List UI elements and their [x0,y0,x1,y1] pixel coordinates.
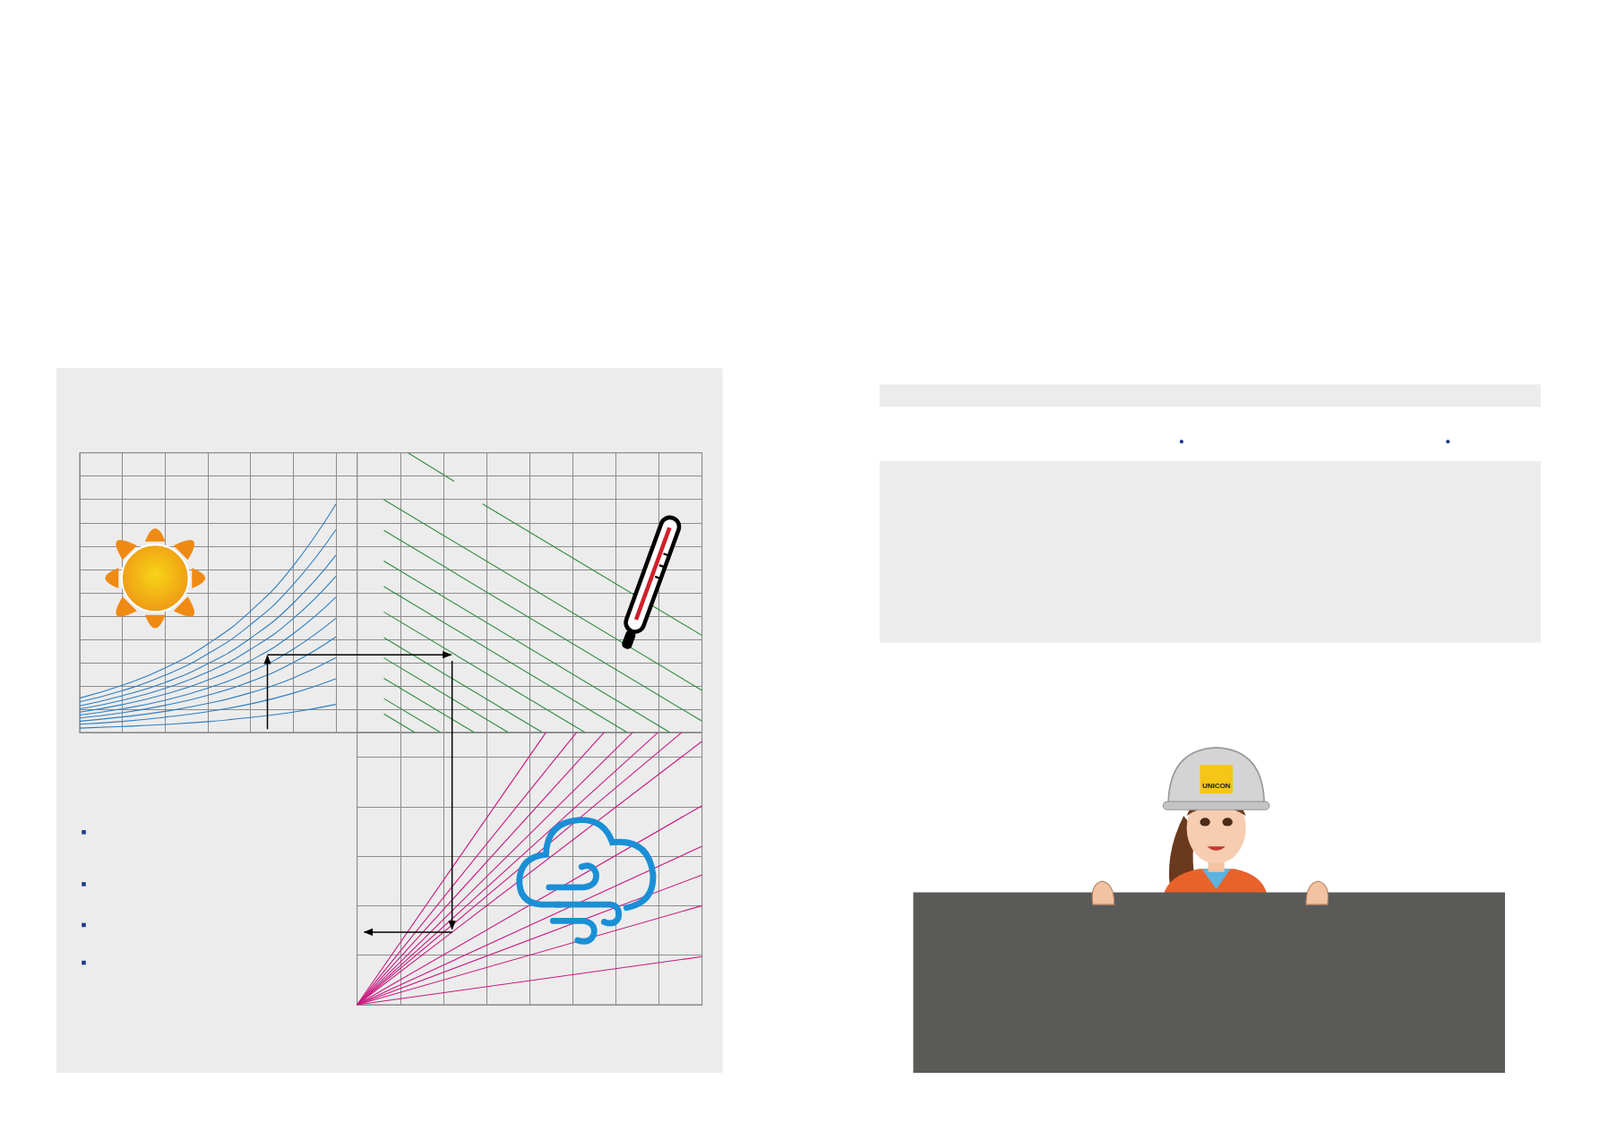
svg-text:UNICON: UNICON [1202,782,1231,791]
